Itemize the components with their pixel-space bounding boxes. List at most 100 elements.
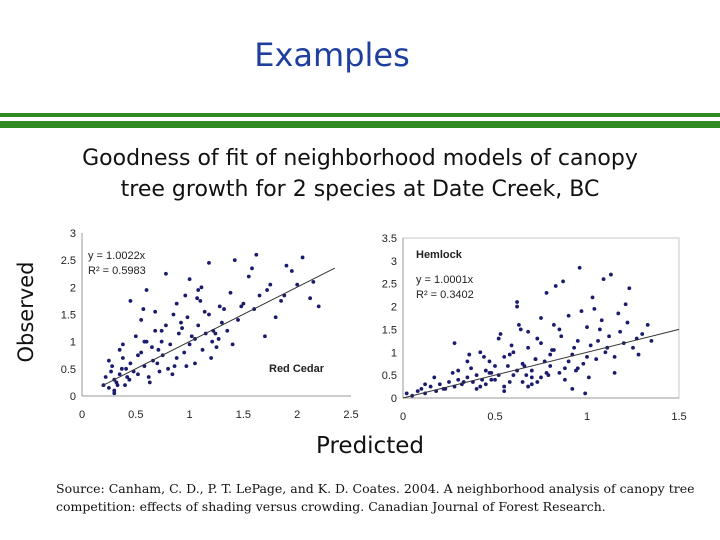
chart-0-point <box>289 269 294 273</box>
chart-0-point <box>225 328 230 333</box>
chart-1-point <box>581 361 586 366</box>
chart-1-y-tick-label: 1 <box>391 347 397 359</box>
chart-1-point <box>507 380 512 384</box>
chart-1-point <box>557 370 562 375</box>
chart-1-x-tick-label: 1 <box>584 411 590 423</box>
chart-0-point <box>147 380 152 385</box>
chart-0-point <box>107 358 111 363</box>
chart-1-point <box>452 341 457 346</box>
chart-0-x-tick-label: 1.5 <box>236 409 251 421</box>
chart-0-point <box>119 366 124 371</box>
chart-0-point <box>257 293 262 298</box>
chart-1-point <box>502 384 507 389</box>
x-axis-label: Predicted <box>316 433 424 459</box>
chart-0-point <box>216 337 221 341</box>
chart-0-point <box>241 301 246 306</box>
chart-0-point <box>273 315 278 320</box>
chart-1-point <box>539 316 543 320</box>
chart-1-point <box>533 357 538 362</box>
chart-1-point <box>507 352 512 357</box>
chart-1-point <box>456 377 461 382</box>
chart-1-point <box>640 332 645 336</box>
subtitle-line-2: tree growth for 2 species at Date Creek,… <box>120 177 600 202</box>
chart-1-point <box>447 380 451 384</box>
chart-0-point <box>214 345 219 349</box>
chart-0-y-tick-label: 3 <box>70 228 76 240</box>
chart-0-point <box>176 331 181 336</box>
chart-0-point <box>120 342 125 347</box>
chart-0-point <box>198 299 203 303</box>
slide-title: Examples <box>254 36 410 74</box>
chart-1-point <box>607 334 611 339</box>
chart-1-point <box>483 368 488 373</box>
chart-1-point <box>566 313 571 318</box>
chart-1-species-label: Hemlock <box>416 249 463 261</box>
chart-0-point <box>236 318 240 322</box>
chart-0-point <box>127 377 132 382</box>
chart-0-point <box>209 356 214 360</box>
chart-0-point <box>142 339 147 344</box>
chart-0-y-tick-label: 0.5 <box>61 364 76 376</box>
chart-1-point <box>478 384 483 389</box>
chart-0-point <box>187 277 192 282</box>
chart-subtitle: Goodness of fit of neighborhood models o… <box>60 143 660 205</box>
chart-0-point <box>196 288 201 292</box>
chart-0-point <box>311 280 316 284</box>
chart-0-point <box>155 361 160 366</box>
chart-1-point <box>625 320 630 325</box>
chart-0-point <box>136 353 140 358</box>
chart-0-point <box>174 301 179 306</box>
chart-0-point <box>172 364 177 369</box>
chart-1-point <box>529 382 534 387</box>
chart-1-point <box>511 350 516 355</box>
chart-0-point <box>284 263 289 268</box>
chart-1-point <box>511 373 516 378</box>
chart-0-point <box>146 375 151 379</box>
chart-1-point <box>423 382 427 387</box>
chart-1-point <box>566 359 571 364</box>
chart-0-r-squared: R² = 0.5983 <box>88 265 146 277</box>
chart-0-point <box>219 320 224 325</box>
chart-0-point <box>103 375 108 379</box>
chart-0-point <box>124 366 129 371</box>
chart-1-point <box>518 327 523 332</box>
chart-1-point <box>505 364 510 368</box>
chart-0-point <box>110 364 115 369</box>
chart-1-point <box>597 327 602 332</box>
chart-0-point <box>164 271 168 276</box>
chart-0-point <box>250 266 254 271</box>
chart-1-fit-line <box>402 328 680 399</box>
chart-0-point <box>139 350 144 355</box>
chart-0-point <box>199 285 204 290</box>
chart-1-x-tick-label: 0.5 <box>487 411 502 423</box>
chart-0-point <box>156 347 161 352</box>
chart-0-point <box>153 309 158 314</box>
chart-0-point <box>184 364 189 369</box>
chart-0-point <box>112 391 117 396</box>
chart-0-point <box>210 339 215 344</box>
chart-0-point <box>316 304 321 309</box>
chart-0-point <box>279 299 283 303</box>
chart-1-point <box>502 354 507 359</box>
chart-1-y-tick-label: 0.5 <box>382 370 397 382</box>
chart-1-point <box>496 336 501 341</box>
chart-0-point <box>193 361 197 366</box>
chart-0-point <box>196 323 201 328</box>
chart-1-point <box>563 377 567 382</box>
chart-1-point <box>465 375 470 380</box>
chart-0-point <box>144 288 149 292</box>
chart-1-point <box>612 354 617 359</box>
chart-0-point <box>123 383 127 388</box>
chart-0-point <box>263 334 267 339</box>
chart-0-point <box>174 356 179 360</box>
chart-1-point <box>526 384 531 389</box>
chart-1-point <box>563 366 567 371</box>
chart-0-point <box>232 258 237 263</box>
chart-1-point <box>467 352 472 357</box>
chart-0-point <box>166 366 170 371</box>
chart-1-point <box>612 370 617 375</box>
chart-0-species-label: Red Cedar <box>269 363 325 375</box>
chart-1-point <box>456 368 461 373</box>
chart-1-point <box>474 386 479 391</box>
chart-0-point <box>308 296 313 301</box>
